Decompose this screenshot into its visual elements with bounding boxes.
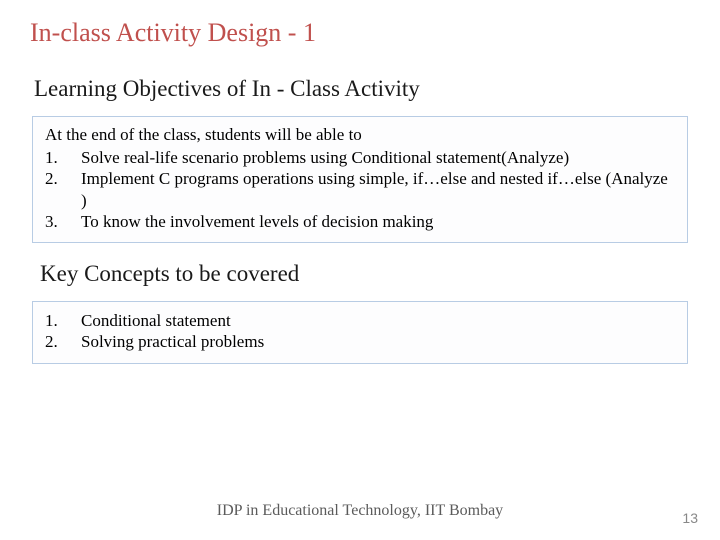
learning-objectives-box: At the end of the class, students will b…: [32, 116, 688, 243]
item-text: Solve real-life scenario problems using …: [81, 147, 675, 168]
objectives-list: 1. Solve real-life scenario problems usi…: [45, 147, 675, 232]
list-item: 1. Conditional statement: [45, 310, 675, 331]
learning-objectives-header: Learning Objectives of In - Class Activi…: [34, 76, 690, 102]
key-concepts-header: Key Concepts to be covered: [40, 261, 690, 287]
list-item: 2. Implement C programs operations using…: [45, 168, 675, 211]
item-number: 1.: [45, 310, 81, 331]
item-number: 3.: [45, 211, 81, 232]
slide: In-class Activity Design - 1 Learning Ob…: [0, 0, 720, 540]
slide-title: In-class Activity Design - 1: [30, 18, 690, 48]
page-number: 13: [682, 510, 698, 526]
item-text: Solving practical problems: [81, 331, 675, 352]
item-text: To know the involvement levels of decisi…: [81, 211, 675, 232]
concepts-list: 1. Conditional statement 2. Solving prac…: [45, 310, 675, 353]
item-text: Conditional statement: [81, 310, 675, 331]
objectives-intro: At the end of the class, students will b…: [45, 125, 675, 145]
item-number: 1.: [45, 147, 81, 168]
item-text: Implement C programs operations using si…: [81, 168, 675, 211]
footer-text: IDP in Educational Technology, IIT Bomba…: [0, 502, 720, 520]
key-concepts-box: 1. Conditional statement 2. Solving prac…: [32, 301, 688, 364]
item-number: 2.: [45, 331, 81, 352]
list-item: 1. Solve real-life scenario problems usi…: [45, 147, 675, 168]
list-item: 3. To know the involvement levels of dec…: [45, 211, 675, 232]
item-number: 2.: [45, 168, 81, 211]
list-item: 2. Solving practical problems: [45, 331, 675, 352]
